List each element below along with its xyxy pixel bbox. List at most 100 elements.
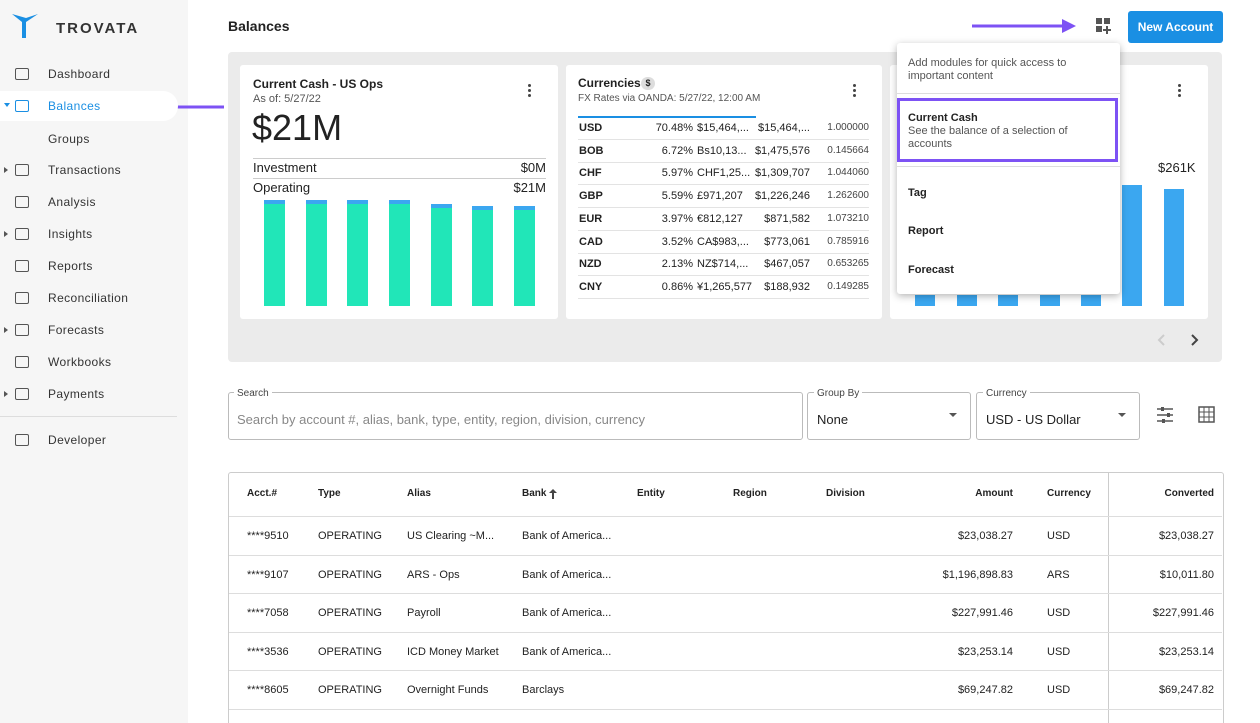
usd-amount: $871,582 bbox=[764, 213, 810, 225]
nav-icon bbox=[15, 388, 29, 400]
nav-item[interactable]: Analysis bbox=[48, 195, 96, 209]
nav-item[interactable]: Forecasts bbox=[48, 323, 104, 337]
cell: $69,247.82 bbox=[958, 684, 1013, 696]
cell: ****3536 bbox=[247, 646, 289, 658]
usd-amount: $1,475,576 bbox=[755, 145, 810, 157]
as-of: As of: 5/27/22 bbox=[253, 93, 321, 105]
nav-icon bbox=[15, 196, 29, 208]
row-line bbox=[229, 709, 1222, 710]
search-placeholder: Search by account #, alias, bank, type, … bbox=[237, 412, 645, 427]
cell: Overnight Funds bbox=[407, 684, 488, 696]
menu-dot[interactable] bbox=[853, 89, 856, 92]
cell: $23,253.14 bbox=[958, 646, 1013, 658]
menu-dot[interactable] bbox=[1178, 94, 1181, 97]
column-header[interactable]: Alias bbox=[407, 488, 431, 499]
local-amount: CA$983,... bbox=[697, 236, 759, 248]
bar bbox=[306, 204, 327, 306]
row-label: Operating bbox=[253, 180, 310, 195]
bar bbox=[1081, 295, 1101, 306]
nav-item[interactable]: Groups bbox=[48, 132, 90, 146]
share-bar bbox=[578, 116, 756, 118]
column-header[interactable]: Type bbox=[318, 488, 341, 499]
cell: USD bbox=[1047, 684, 1070, 696]
column-header[interactable]: Converted bbox=[1165, 488, 1214, 499]
column-header[interactable]: Division bbox=[826, 488, 865, 499]
usd-amount: $15,464,... bbox=[758, 122, 810, 134]
bar bbox=[957, 295, 977, 306]
cell: OPERATING bbox=[318, 646, 382, 658]
cell: Bank of America... bbox=[522, 530, 611, 542]
column-header[interactable]: Bank bbox=[522, 488, 546, 499]
cell: $69,247.82 bbox=[1159, 684, 1214, 696]
menu-item[interactable]: Current Cash bbox=[908, 112, 978, 124]
menu-dot[interactable] bbox=[853, 94, 856, 97]
menu-dot[interactable] bbox=[528, 84, 531, 87]
bar bbox=[1122, 185, 1142, 306]
row-line bbox=[578, 230, 869, 231]
nav-item[interactable]: Developer bbox=[48, 433, 106, 447]
row-line bbox=[578, 298, 869, 299]
cell: USD bbox=[1047, 530, 1070, 542]
share: 70.48% bbox=[656, 122, 693, 134]
new-account-button[interactable]: New Account bbox=[1128, 11, 1223, 43]
expand-caret bbox=[4, 231, 8, 237]
nav-item[interactable]: Dashboard bbox=[48, 67, 110, 81]
nav-item[interactable]: Transactions bbox=[48, 163, 121, 177]
nav-icon bbox=[15, 292, 29, 304]
currency-code: CNY bbox=[579, 281, 602, 293]
nav-item[interactable]: Balances bbox=[48, 99, 101, 113]
column-header[interactable]: Acct.# bbox=[247, 488, 277, 499]
column-header[interactable]: Entity bbox=[637, 488, 665, 499]
currency-code: NZD bbox=[579, 258, 602, 270]
row-line bbox=[578, 275, 869, 276]
card-title: Currencies bbox=[578, 76, 641, 90]
bar bbox=[915, 295, 935, 306]
share: 3.52% bbox=[662, 236, 693, 248]
menu-dot[interactable] bbox=[1178, 89, 1181, 92]
menu-item[interactable]: Tag bbox=[908, 187, 927, 199]
bar bbox=[347, 204, 368, 306]
fx-rate: 1.262600 bbox=[827, 190, 869, 201]
nav-item[interactable]: Reconciliation bbox=[48, 291, 128, 305]
cell: Bank of America... bbox=[522, 646, 611, 658]
amount: $21M bbox=[252, 107, 342, 149]
menu-dot[interactable] bbox=[1178, 84, 1181, 87]
column-header[interactable]: Currency bbox=[1047, 488, 1091, 499]
pager[interactable] bbox=[1155, 332, 1203, 348]
menu-dot[interactable] bbox=[528, 94, 531, 97]
logo bbox=[12, 12, 40, 40]
expand-caret bbox=[4, 167, 8, 173]
cell: ****9510 bbox=[247, 530, 289, 542]
module-menu: Add modules for quick access to importan… bbox=[897, 43, 1120, 294]
share: 3.97% bbox=[662, 213, 693, 225]
menu-dot[interactable] bbox=[853, 84, 856, 87]
nav-icon bbox=[15, 228, 29, 240]
toolbar-icons[interactable] bbox=[1157, 406, 1217, 424]
divider bbox=[1108, 473, 1109, 723]
row-line bbox=[578, 184, 869, 185]
menu-dot[interactable] bbox=[528, 89, 531, 92]
add-module-button[interactable] bbox=[1096, 18, 1112, 34]
local-amount: CHF1,25... bbox=[697, 167, 759, 179]
expand-caret bbox=[4, 103, 10, 107]
nav-item[interactable]: Reports bbox=[48, 259, 93, 273]
nav-icon bbox=[15, 260, 29, 272]
row-value: $0M bbox=[521, 160, 546, 175]
row-line bbox=[229, 593, 1222, 594]
column-header[interactable]: Amount bbox=[975, 488, 1013, 499]
column-header[interactable]: Region bbox=[733, 488, 767, 499]
menu-item[interactable]: Report bbox=[908, 225, 943, 237]
nav-item[interactable]: Payments bbox=[48, 387, 105, 401]
menu-item-description: See the balance of a selection of accoun… bbox=[908, 125, 1088, 151]
cell: ICD Money Market bbox=[407, 646, 499, 658]
cell: ARS bbox=[1047, 569, 1070, 581]
nav-item[interactable]: Workbooks bbox=[48, 355, 111, 369]
nav-icon bbox=[15, 100, 29, 112]
menu-item[interactable]: Forecast bbox=[908, 264, 954, 276]
nav-item[interactable]: Insights bbox=[48, 227, 93, 241]
local-amount: ¥1,265,577 bbox=[697, 281, 759, 293]
local-amount: £971,207 bbox=[697, 190, 759, 202]
currency-code: BOB bbox=[579, 145, 603, 157]
select-value: None bbox=[817, 412, 848, 427]
cell: Bank of America... bbox=[522, 607, 611, 619]
